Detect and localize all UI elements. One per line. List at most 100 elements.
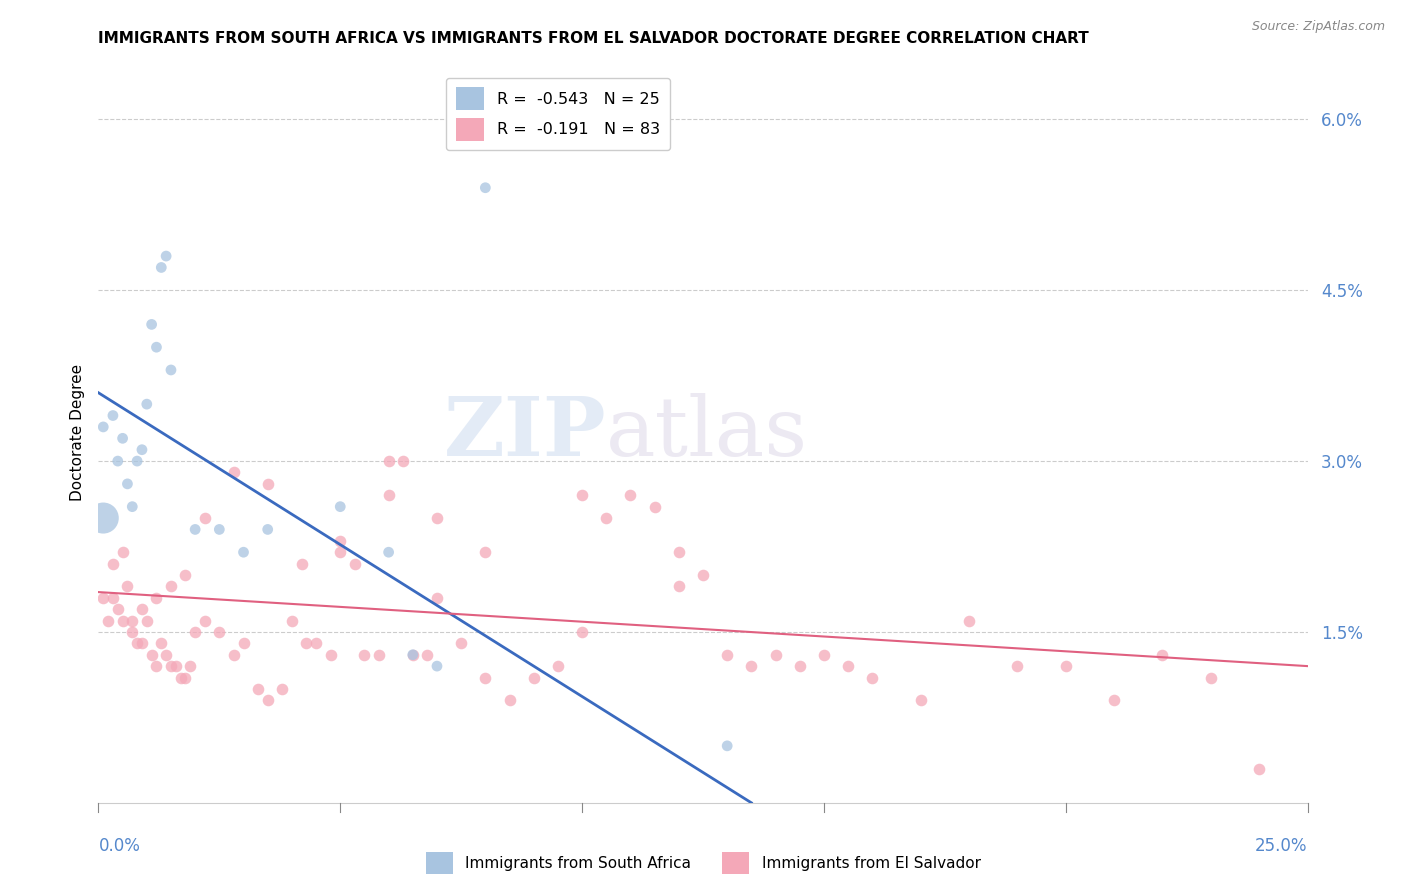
Point bbox=[329, 533, 352, 548]
Point bbox=[222, 466, 245, 480]
Point bbox=[426, 511, 449, 525]
Point bbox=[910, 693, 932, 707]
Point bbox=[165, 659, 187, 673]
Point bbox=[145, 659, 167, 673]
Point bbox=[813, 648, 835, 662]
Point bbox=[222, 648, 245, 662]
Point bbox=[1054, 659, 1077, 673]
Point bbox=[377, 488, 399, 502]
Point bbox=[644, 500, 666, 514]
Point bbox=[377, 545, 399, 559]
Point bbox=[194, 511, 217, 525]
Point bbox=[174, 568, 197, 582]
Point bbox=[111, 614, 134, 628]
Point bbox=[353, 648, 375, 662]
Point bbox=[474, 671, 496, 685]
Point bbox=[208, 624, 231, 639]
Point bbox=[402, 648, 425, 662]
Point bbox=[368, 648, 391, 662]
Legend: R =  -0.543   N = 25, R =  -0.191   N = 83: R = -0.543 N = 25, R = -0.191 N = 83 bbox=[446, 78, 669, 150]
Point bbox=[474, 180, 496, 194]
Point bbox=[121, 614, 143, 628]
Point bbox=[402, 648, 425, 662]
Point bbox=[319, 648, 342, 662]
Point bbox=[290, 557, 312, 571]
Point bbox=[131, 442, 153, 457]
Point bbox=[571, 624, 593, 639]
Point bbox=[121, 624, 143, 639]
Point bbox=[117, 476, 139, 491]
Point bbox=[91, 420, 114, 434]
Point bbox=[208, 523, 231, 537]
Point bbox=[450, 636, 472, 650]
Text: ZIP: ZIP bbox=[444, 392, 606, 473]
Point bbox=[111, 431, 134, 445]
Point bbox=[174, 671, 197, 685]
Point bbox=[160, 659, 183, 673]
Point bbox=[571, 488, 593, 502]
Point bbox=[426, 591, 449, 605]
Point bbox=[145, 340, 167, 354]
Point bbox=[343, 557, 366, 571]
Point bbox=[305, 636, 328, 650]
Text: 25.0%: 25.0% bbox=[1256, 837, 1308, 855]
Point bbox=[619, 488, 641, 502]
Point bbox=[141, 318, 163, 332]
Point bbox=[1199, 671, 1222, 685]
Point bbox=[247, 681, 270, 696]
Text: atlas: atlas bbox=[606, 392, 808, 473]
Point bbox=[155, 648, 177, 662]
Point bbox=[271, 681, 294, 696]
Point bbox=[1249, 762, 1271, 776]
Point bbox=[256, 523, 278, 537]
Point bbox=[957, 614, 980, 628]
Point bbox=[111, 545, 134, 559]
Point bbox=[135, 614, 157, 628]
Point bbox=[740, 659, 762, 673]
Point bbox=[131, 602, 153, 616]
Point bbox=[692, 568, 714, 582]
Point bbox=[150, 636, 173, 650]
Point bbox=[107, 454, 129, 468]
Point bbox=[547, 659, 569, 673]
Point bbox=[101, 591, 124, 605]
Point bbox=[377, 454, 399, 468]
Point bbox=[329, 500, 352, 514]
Point bbox=[179, 659, 201, 673]
Point bbox=[127, 636, 149, 650]
Point bbox=[121, 500, 143, 514]
Point bbox=[1102, 693, 1125, 707]
Point bbox=[281, 614, 304, 628]
Point bbox=[184, 523, 207, 537]
Point bbox=[194, 614, 217, 628]
Point bbox=[101, 409, 124, 423]
Point bbox=[145, 591, 167, 605]
Point bbox=[1007, 659, 1029, 673]
Point bbox=[91, 591, 114, 605]
Point bbox=[329, 545, 352, 559]
Point bbox=[131, 636, 153, 650]
Point bbox=[716, 648, 738, 662]
Point bbox=[117, 579, 139, 593]
Text: IMMIGRANTS FROM SOUTH AFRICA VS IMMIGRANTS FROM EL SALVADOR DOCTORATE DEGREE COR: IMMIGRANTS FROM SOUTH AFRICA VS IMMIGRAN… bbox=[98, 31, 1090, 46]
Legend: Immigrants from South Africa, Immigrants from El Salvador: Immigrants from South Africa, Immigrants… bbox=[419, 846, 987, 880]
Text: 0.0%: 0.0% bbox=[98, 837, 141, 855]
Point bbox=[426, 659, 449, 673]
Point bbox=[1152, 648, 1174, 662]
Point bbox=[184, 624, 207, 639]
Point bbox=[232, 636, 254, 650]
Point bbox=[160, 579, 183, 593]
Point bbox=[91, 511, 114, 525]
Point bbox=[256, 476, 278, 491]
Point bbox=[97, 614, 120, 628]
Text: Source: ZipAtlas.com: Source: ZipAtlas.com bbox=[1251, 20, 1385, 33]
Point bbox=[135, 397, 157, 411]
Point bbox=[523, 671, 546, 685]
Point bbox=[169, 671, 191, 685]
Point bbox=[789, 659, 811, 673]
Point bbox=[232, 545, 254, 559]
Point bbox=[127, 454, 149, 468]
Point bbox=[498, 693, 520, 707]
Point bbox=[416, 648, 439, 662]
Y-axis label: Doctorate Degree: Doctorate Degree bbox=[69, 364, 84, 501]
